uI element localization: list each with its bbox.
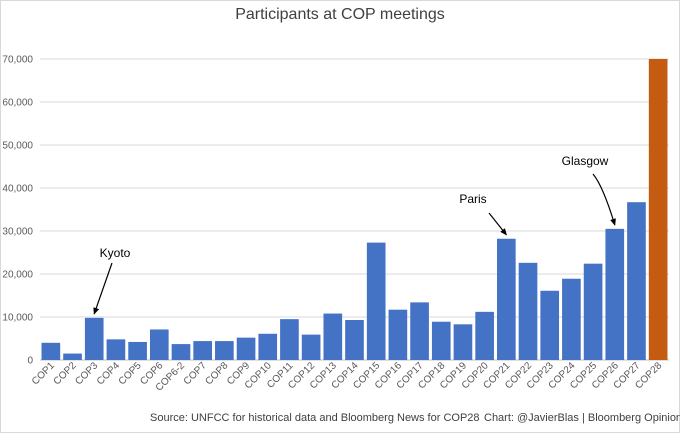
- bar-cop23: [540, 290, 560, 360]
- x-tick-label: COP5: [117, 360, 144, 387]
- bar-cop22: [518, 262, 538, 360]
- bar-cop25: [583, 263, 603, 360]
- bar-cop4: [106, 339, 126, 360]
- bar-cop27: [627, 202, 646, 360]
- chart-title: Participants at COP meetings: [235, 6, 445, 23]
- bar-cop21: [497, 238, 516, 360]
- annotation-arrow-kyoto: [93, 262, 113, 315]
- x-tick-label: COP4: [95, 360, 122, 387]
- y-tick-label: 40,000: [2, 184, 33, 195]
- bar-cop2: [63, 353, 82, 360]
- x-tick-label: COP7: [182, 360, 209, 387]
- y-tick-label: 0: [27, 356, 33, 367]
- source-note: Source: UNFCC for historical data and Bl…: [150, 412, 480, 424]
- bar-cop1: [41, 342, 61, 360]
- bar-cop19: [453, 324, 473, 360]
- y-tick-label: 60,000: [2, 98, 33, 109]
- y-tick-label: 10,000: [2, 313, 33, 324]
- bar-cop11: [280, 319, 299, 360]
- x-tick-label: COP3: [73, 360, 100, 387]
- bar-cop20: [475, 311, 494, 360]
- y-tick-label: 30,000: [2, 227, 33, 238]
- annotation-arrow-paris: [488, 212, 507, 236]
- y-tick-label: 70,000: [2, 55, 33, 66]
- x-tick-label: COP1: [30, 360, 57, 387]
- bar-cop3: [84, 317, 104, 360]
- annotations: Kyoto Paris Glasgow: [93, 154, 616, 315]
- x-axis: COP1COP2COP3COP4COP5COP6COP6-2COP7COP8CO…: [30, 360, 665, 394]
- bar-cop18: [431, 321, 451, 360]
- x-tick-label: COP2: [52, 360, 79, 387]
- bar-cop10: [258, 333, 278, 360]
- bar-cop14: [345, 320, 364, 360]
- annotation-glasgow: Glasgow: [562, 154, 609, 168]
- credit-note: Chart: @JavierBlas | Bloomberg Opinion: [484, 412, 680, 424]
- bar-cop15: [366, 242, 386, 360]
- y-axis: 0 10,000 20,000 30,000 40,000 50,000 60,000 70,…: [2, 55, 33, 367]
- y-tick-label: 50,000: [2, 141, 33, 152]
- y-tick-label: 20,000: [2, 270, 33, 281]
- bar-cop9: [236, 337, 256, 360]
- bar-cop17: [410, 302, 429, 360]
- bar-cop8: [215, 341, 234, 360]
- bars: [41, 59, 668, 360]
- bar-cop26: [605, 228, 625, 360]
- bar-cop7: [193, 341, 212, 360]
- bar-cop28: [648, 59, 668, 360]
- bar-cop16: [388, 309, 408, 360]
- gridlines: [40, 58, 669, 361]
- bar-cop13: [323, 313, 343, 360]
- bar-cop5: [128, 341, 147, 360]
- annotation-kyoto: Kyoto: [100, 246, 131, 260]
- bar-cop6-2: [171, 344, 191, 360]
- annotation-paris: Paris: [459, 192, 486, 206]
- x-tick-label: COP8: [203, 360, 230, 387]
- bar-cop6: [149, 329, 169, 360]
- bar-cop24: [562, 278, 581, 360]
- annotation-arrow-glasgow: [592, 173, 616, 226]
- bar-cop12: [301, 334, 321, 360]
